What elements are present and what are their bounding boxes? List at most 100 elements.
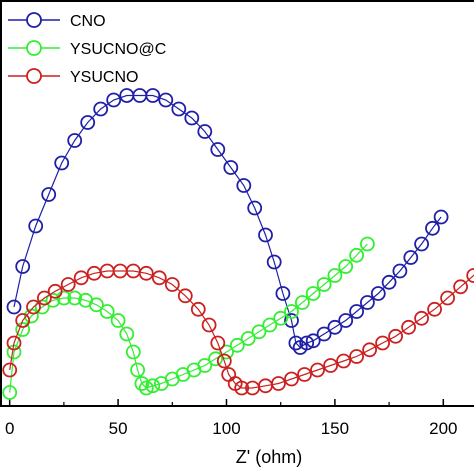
- data-point: [216, 353, 232, 369]
- data-point: [425, 220, 440, 236]
- data-point: [210, 335, 226, 351]
- data-point: [323, 358, 339, 373]
- data-point: [440, 290, 456, 306]
- data-point: [15, 259, 31, 274]
- x-tick-label: 150: [321, 419, 349, 438]
- data-point: [381, 274, 397, 290]
- x-axis: 0 50 100 150 200: [5, 399, 457, 438]
- legend-marker: [26, 40, 42, 56]
- data-point: [177, 288, 193, 304]
- data-point: [236, 178, 252, 193]
- series-ysucno: [2, 263, 474, 396]
- legend-item: YSUCNO@C: [8, 40, 166, 58]
- data-point: [336, 353, 352, 369]
- data-point: [294, 295, 310, 310]
- data-point: [106, 92, 122, 108]
- data-point: [67, 290, 83, 306]
- data-point: [6, 335, 22, 351]
- data-point: [349, 304, 365, 319]
- data-point: [316, 326, 332, 342]
- data-point: [284, 371, 299, 387]
- data-point: [89, 297, 104, 313]
- data-point: [297, 367, 312, 382]
- data-point: [201, 317, 217, 333]
- data-point: [247, 200, 263, 216]
- data-point: [130, 362, 146, 378]
- data-point: [80, 115, 96, 130]
- data-point: [197, 124, 213, 139]
- data-point: [28, 218, 44, 234]
- data-point: [190, 301, 206, 317]
- x-axis-title: Z' (ohm): [236, 447, 302, 467]
- data-point: [427, 301, 443, 317]
- series-layer: [2, 88, 474, 400]
- legend: CNO YSUCNO@C YSUCNO: [8, 12, 166, 86]
- data-point: [240, 331, 256, 346]
- x-tick-label: 50: [109, 419, 128, 438]
- data-point: [288, 335, 304, 351]
- legend-label: YSUCNO: [70, 69, 138, 86]
- data-point: [271, 376, 286, 391]
- data-point: [359, 295, 375, 310]
- data-point: [41, 187, 57, 202]
- data-point: [119, 326, 135, 342]
- data-point: [138, 265, 154, 281]
- legend-label: YSUCNO@C: [70, 41, 166, 58]
- data-point: [145, 378, 161, 394]
- data-point: [299, 335, 315, 351]
- series-cno: [6, 88, 449, 355]
- data-point: [99, 304, 115, 319]
- data-point: [208, 351, 224, 367]
- legend-label: CNO: [70, 13, 106, 30]
- x-tick-label: 100: [212, 419, 240, 438]
- data-point: [219, 344, 234, 360]
- data-point: [359, 236, 375, 252]
- data-point: [414, 236, 430, 252]
- data-point: [316, 277, 332, 292]
- data-point: [284, 313, 299, 328]
- data-point: [47, 283, 63, 299]
- series-ysucno-c: [2, 236, 375, 400]
- data-point: [375, 335, 391, 351]
- data-point: [229, 337, 245, 353]
- data-point: [388, 328, 404, 344]
- data-point: [327, 319, 343, 335]
- plot-frame: [0, 0, 474, 407]
- data-point: [151, 270, 167, 286]
- series-line: [9, 270, 474, 389]
- data-point: [275, 286, 291, 301]
- x-tick-label: 0: [5, 419, 14, 438]
- x-tick-label: 200: [429, 419, 457, 438]
- data-point: [305, 286, 321, 301]
- data-point: [370, 286, 386, 301]
- data-point: [310, 362, 325, 378]
- data-point: [6, 299, 22, 315]
- data-point: [210, 142, 226, 157]
- data-point: [284, 304, 299, 319]
- data-point: [266, 254, 282, 270]
- data-point: [258, 227, 273, 243]
- data-point: [110, 313, 126, 328]
- data-point: [414, 310, 430, 326]
- data-point: [338, 313, 354, 328]
- data-point: [171, 101, 187, 117]
- data-point: [134, 376, 150, 391]
- data-point: [433, 209, 449, 225]
- series-line: [13, 94, 442, 349]
- data-point: [2, 385, 18, 400]
- data-point: [327, 268, 343, 283]
- data-point: [73, 270, 89, 286]
- data-point: [305, 333, 321, 349]
- data-point: [349, 349, 365, 364]
- data-point: [401, 319, 417, 335]
- data-point: [2, 362, 18, 378]
- data-point: [453, 279, 469, 295]
- data-point: [93, 101, 109, 117]
- data-point: [184, 110, 200, 126]
- data-point: [15, 313, 31, 328]
- data-point: [138, 380, 154, 396]
- data-point: [197, 358, 213, 373]
- data-point: [273, 310, 289, 326]
- data-point: [15, 322, 31, 337]
